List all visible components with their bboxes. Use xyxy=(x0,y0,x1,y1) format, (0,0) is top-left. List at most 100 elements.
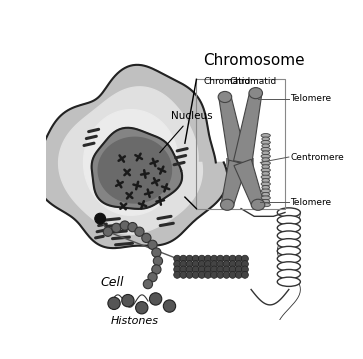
Circle shape xyxy=(241,271,248,278)
Circle shape xyxy=(235,266,242,273)
Circle shape xyxy=(135,227,144,236)
Circle shape xyxy=(204,266,211,273)
Ellipse shape xyxy=(261,161,270,165)
Ellipse shape xyxy=(261,203,270,207)
Ellipse shape xyxy=(277,208,301,217)
Circle shape xyxy=(95,213,106,224)
Text: Nucleus: Nucleus xyxy=(160,111,213,153)
Circle shape xyxy=(211,266,217,273)
Circle shape xyxy=(223,255,230,262)
Circle shape xyxy=(143,279,152,289)
Circle shape xyxy=(180,261,187,267)
Ellipse shape xyxy=(261,134,270,137)
Ellipse shape xyxy=(261,140,270,144)
Circle shape xyxy=(180,271,187,278)
Circle shape xyxy=(186,271,193,278)
Circle shape xyxy=(223,271,230,278)
Circle shape xyxy=(186,266,193,273)
Text: Cell: Cell xyxy=(100,276,123,289)
Circle shape xyxy=(148,272,157,282)
Circle shape xyxy=(211,271,217,278)
Circle shape xyxy=(211,255,217,262)
Ellipse shape xyxy=(251,199,265,210)
Ellipse shape xyxy=(277,262,301,271)
Ellipse shape xyxy=(262,186,270,190)
Ellipse shape xyxy=(277,223,301,233)
Ellipse shape xyxy=(262,151,270,155)
Circle shape xyxy=(235,261,242,267)
Ellipse shape xyxy=(261,154,270,158)
Polygon shape xyxy=(234,159,264,207)
Circle shape xyxy=(235,271,242,278)
Circle shape xyxy=(223,261,230,267)
Circle shape xyxy=(211,261,217,267)
Polygon shape xyxy=(83,109,179,215)
Circle shape xyxy=(241,266,248,273)
Polygon shape xyxy=(98,137,171,203)
Text: Telomere: Telomere xyxy=(290,198,331,207)
Circle shape xyxy=(241,261,248,267)
Text: Chromatid: Chromatid xyxy=(204,77,251,86)
Ellipse shape xyxy=(277,215,301,225)
Circle shape xyxy=(152,265,161,274)
Circle shape xyxy=(204,261,211,267)
Polygon shape xyxy=(233,92,262,164)
Ellipse shape xyxy=(261,148,270,151)
Circle shape xyxy=(192,271,199,278)
Ellipse shape xyxy=(262,144,270,148)
Polygon shape xyxy=(35,65,228,248)
Circle shape xyxy=(192,266,199,273)
Polygon shape xyxy=(227,158,254,167)
Ellipse shape xyxy=(277,231,301,240)
Circle shape xyxy=(174,261,181,267)
Circle shape xyxy=(198,261,205,267)
Circle shape xyxy=(192,261,199,267)
Circle shape xyxy=(223,266,230,273)
Circle shape xyxy=(217,255,224,262)
Ellipse shape xyxy=(262,158,270,162)
Circle shape xyxy=(204,255,211,262)
Ellipse shape xyxy=(262,192,270,196)
Ellipse shape xyxy=(261,196,270,200)
Circle shape xyxy=(229,255,236,262)
Circle shape xyxy=(198,255,205,262)
Ellipse shape xyxy=(249,88,262,99)
Circle shape xyxy=(153,256,163,266)
Circle shape xyxy=(186,255,193,262)
Circle shape xyxy=(180,255,187,262)
Ellipse shape xyxy=(262,199,270,203)
Ellipse shape xyxy=(262,178,270,182)
Circle shape xyxy=(103,227,113,236)
Circle shape xyxy=(174,266,181,273)
Circle shape xyxy=(142,233,151,243)
Circle shape xyxy=(152,248,161,257)
Ellipse shape xyxy=(261,168,270,172)
Circle shape xyxy=(229,271,236,278)
Circle shape xyxy=(122,294,134,307)
Ellipse shape xyxy=(277,246,301,256)
Polygon shape xyxy=(91,128,182,209)
Ellipse shape xyxy=(261,175,270,179)
Ellipse shape xyxy=(277,254,301,263)
Text: Chromatid: Chromatid xyxy=(229,77,276,86)
Circle shape xyxy=(180,266,187,273)
Circle shape xyxy=(217,261,224,267)
Polygon shape xyxy=(219,96,247,164)
Circle shape xyxy=(112,223,121,233)
Circle shape xyxy=(229,266,236,273)
Ellipse shape xyxy=(218,92,232,103)
Ellipse shape xyxy=(277,270,301,279)
Text: Centromere: Centromere xyxy=(290,153,344,162)
Text: Telomere: Telomere xyxy=(290,94,331,103)
Polygon shape xyxy=(221,160,247,206)
Circle shape xyxy=(192,255,199,262)
Circle shape xyxy=(128,223,137,232)
Text: Histones: Histones xyxy=(111,316,159,326)
Circle shape xyxy=(241,255,248,262)
Circle shape xyxy=(148,240,157,250)
Text: Chromosome: Chromosome xyxy=(203,52,305,67)
Circle shape xyxy=(198,271,205,278)
Ellipse shape xyxy=(262,137,270,141)
Circle shape xyxy=(174,271,181,278)
Circle shape xyxy=(163,300,176,312)
